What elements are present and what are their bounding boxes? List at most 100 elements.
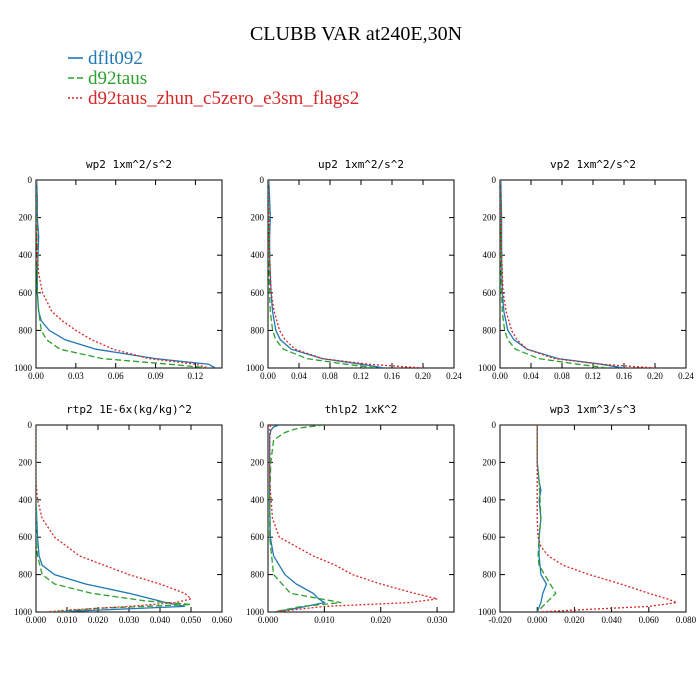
series-line-d92taus-zhun-c5zero-e3sm-flags2: [269, 425, 438, 612]
series-line-d92taus-zhun-c5zero-e3sm-flags2: [268, 180, 424, 368]
series-line-dflt092: [268, 180, 385, 368]
y-tick-label: 400: [251, 495, 265, 505]
y-tick-label: 0: [28, 420, 33, 430]
panel-title: up2 1xm^2/s^2: [318, 158, 404, 171]
legend-label-dflt092: dflt092: [88, 48, 143, 69]
y-tick-label: 0: [260, 175, 265, 185]
x-tick-label: 0.010: [314, 615, 335, 625]
plot-frame: [499, 424, 687, 613]
y-tick-label: 1000: [478, 607, 497, 617]
y-tick-label: 200: [251, 213, 265, 223]
series-line-d92taus: [36, 425, 192, 612]
y-tick-label: 400: [19, 250, 33, 260]
legend-label-d92taus: d92taus: [88, 68, 147, 89]
series-line-d92taus-zhun-c5zero-e3sm-flags2: [36, 180, 209, 368]
x-tick-label: 0.06: [108, 371, 124, 381]
x-tick-label: 0.09: [148, 371, 164, 381]
plot-frame: [35, 179, 223, 369]
plot-frame: [499, 179, 687, 369]
x-tick-label: 0.04: [523, 371, 539, 381]
x-tick-label: 0.08: [554, 371, 570, 381]
y-tick-label: 400: [483, 250, 497, 260]
y-tick-label: 600: [483, 532, 497, 542]
series-line-dflt092: [500, 180, 625, 368]
series-line-d92taus: [36, 180, 209, 368]
series-line-d92taus: [500, 180, 609, 368]
x-tick-label: 0.030: [119, 615, 140, 625]
y-tick-label: 0: [28, 175, 33, 185]
y-tick-label: 1000: [14, 607, 33, 617]
x-tick-label: 0.24: [678, 371, 694, 381]
y-tick-label: 200: [19, 213, 33, 223]
y-tick-label: 600: [19, 288, 33, 298]
y-tick-label: 0: [492, 420, 497, 430]
legend: dflt092 d92taus d92taus_zhun_c5zero_e3sm…: [68, 48, 359, 109]
x-tick-label: 0.040: [601, 615, 622, 625]
y-tick-label: 600: [19, 532, 33, 542]
series-line-dflt092: [536, 425, 548, 612]
y-tick-label: 200: [251, 457, 265, 467]
panel-title: rtp2 1E-6x(kg/kg)^2: [66, 403, 192, 416]
x-tick-label: 0.03: [68, 371, 84, 381]
x-tick-label: 0.20: [647, 371, 663, 381]
y-tick-label: 0: [260, 420, 265, 430]
y-tick-label: 600: [251, 288, 265, 298]
series-line-dflt092: [269, 425, 327, 612]
series-line-d92taus: [268, 180, 377, 368]
y-tick-label: 800: [251, 325, 265, 335]
y-tick-label: 1000: [478, 363, 497, 373]
x-tick-label: 0.000: [26, 615, 47, 625]
panel-title: vp2 1xm^2/s^2: [550, 158, 636, 171]
series-line-d92taus-zhun-c5zero-e3sm-flags2: [500, 180, 656, 368]
plot-frame: [267, 179, 455, 369]
x-tick-label: 0.16: [616, 371, 632, 381]
legend-label-d92taus-zhun: d92taus_zhun_c5zero_e3sm_flags2: [88, 88, 359, 109]
x-tick-label: 0.04: [291, 371, 307, 381]
y-tick-label: 800: [251, 570, 265, 580]
x-tick-label: 0.16: [384, 371, 400, 381]
panel-title: thlp2 1xK^2: [325, 403, 398, 416]
series-line-d92taus-zhun-c5zero-e3sm-flags2: [36, 425, 193, 612]
x-tick-label: 0.24: [446, 371, 462, 381]
x-tick-label: 0.020: [564, 615, 585, 625]
y-tick-label: 1000: [246, 607, 265, 617]
y-tick-label: 200: [483, 213, 497, 223]
x-tick-label: -0.020: [488, 615, 512, 625]
y-tick-label: 0: [492, 175, 497, 185]
series-line-dflt092: [36, 180, 216, 368]
x-tick-label: 0.08: [322, 371, 338, 381]
y-tick-label: 200: [483, 457, 497, 467]
x-tick-label: 0.00: [28, 371, 44, 381]
x-tick-label: 0.030: [427, 615, 448, 625]
x-tick-label: 0.00: [260, 371, 276, 381]
plot-frame: [267, 424, 455, 613]
panel-title: wp2 1xm^2/s^2: [86, 158, 172, 171]
panel-6: wp3 1xm^3/s^3 0 200 400 600 800 1000-0.020 0.00…: [478, 403, 697, 625]
y-tick-label: 800: [483, 570, 497, 580]
y-tick-label: 1000: [246, 363, 265, 373]
y-tick-label: 1000: [14, 363, 33, 373]
x-tick-label: 0.010: [57, 615, 78, 625]
series-line-d92taus: [536, 425, 557, 612]
x-tick-label: 0.000: [258, 615, 279, 625]
x-tick-label: 0.00: [492, 371, 508, 381]
x-tick-label: 0.20: [415, 371, 431, 381]
figure-title: CLUBB VAR at240E,30N: [250, 23, 462, 45]
x-tick-label: 0.060: [212, 615, 233, 625]
y-tick-label: 600: [483, 288, 497, 298]
series-line-d92taus: [269, 425, 342, 612]
y-tick-label: 400: [19, 495, 33, 505]
x-tick-label: 0.12: [353, 371, 369, 381]
x-tick-label: 0.060: [639, 615, 660, 625]
x-tick-label: 0.080: [676, 615, 697, 625]
panel-title: wp3 1xm^3/s^3: [550, 403, 636, 416]
x-tick-label: 0.050: [181, 615, 202, 625]
y-tick-label: 400: [483, 495, 497, 505]
y-tick-label: 400: [251, 250, 265, 260]
